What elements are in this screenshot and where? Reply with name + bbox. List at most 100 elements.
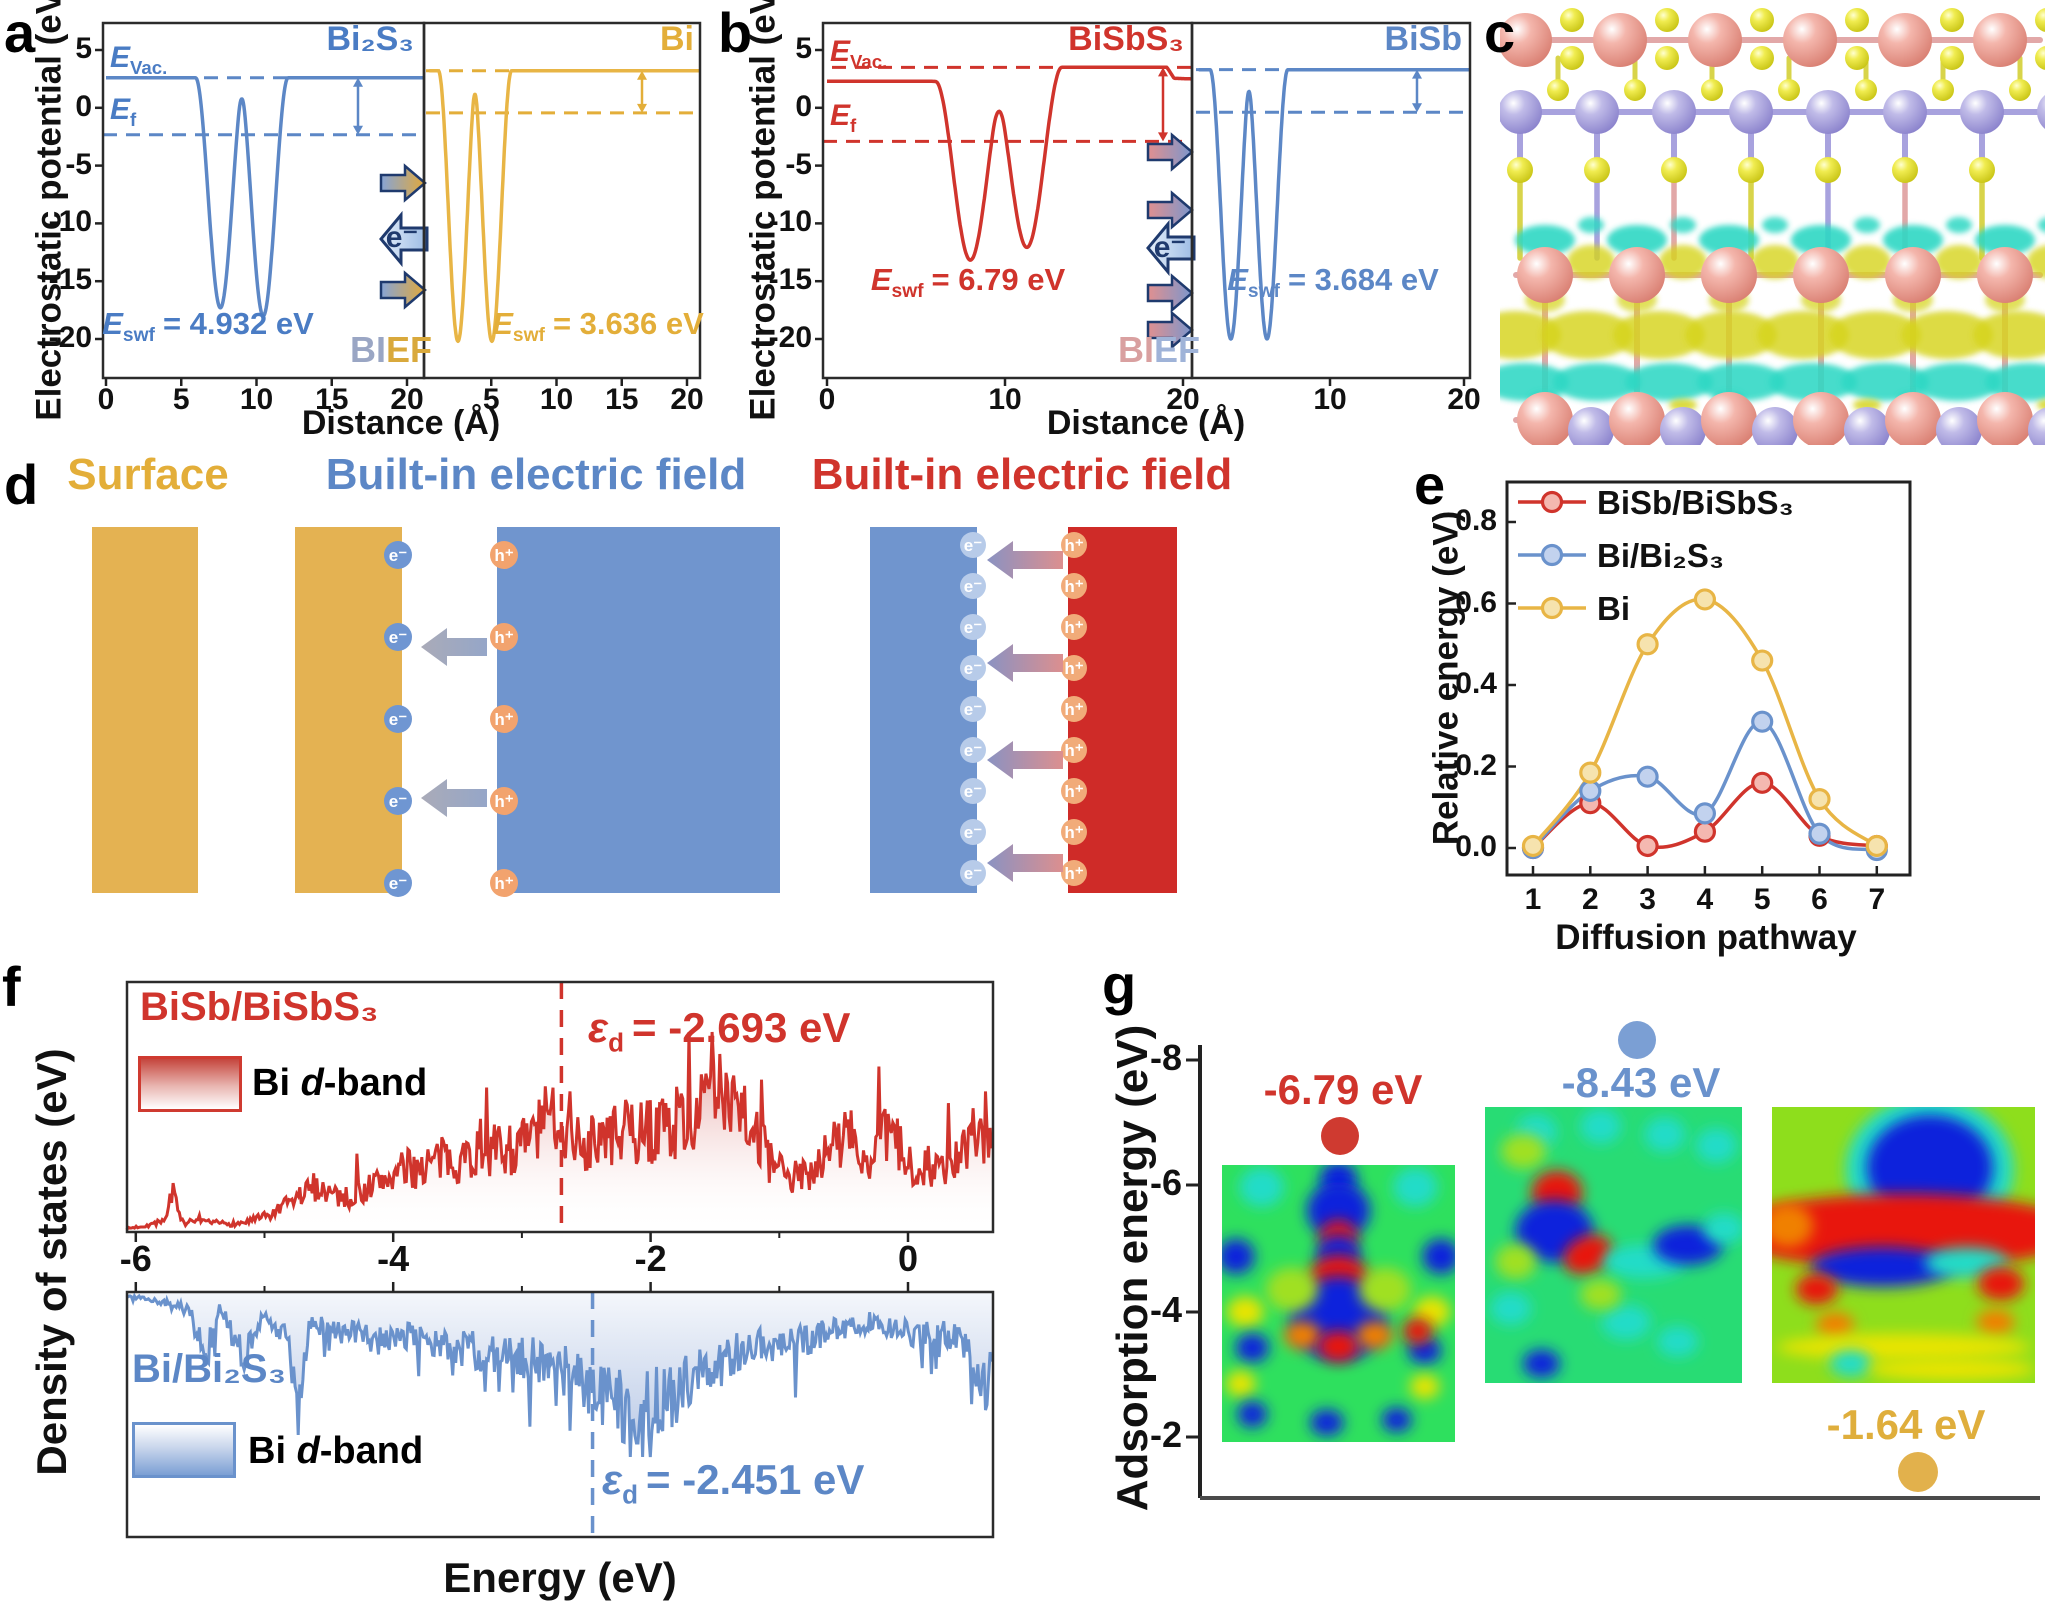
tick-label: -10	[48, 205, 92, 239]
d-surface-slab	[92, 527, 198, 893]
b-electron-label: e⁻	[1153, 231, 1187, 264]
svg-text:e⁻: e⁻	[389, 546, 407, 565]
a-electron-label: e⁻	[385, 221, 419, 254]
tick-label: 20	[670, 383, 704, 416]
panel-b-label: b	[718, 1, 753, 64]
b-eswf-left: Eswf = 6.79 eV	[870, 262, 1066, 303]
panel-g-maps	[1186, 1021, 2040, 1500]
e-x-axis-title: Diffusion pathway	[1555, 918, 1857, 957]
g-blue-site-dot	[1618, 1021, 1656, 1059]
svg-text:h⁺: h⁺	[494, 546, 513, 565]
g-gold-site-dot	[1898, 1452, 1938, 1492]
panel-c-structure	[1500, 8, 2045, 445]
e-legend-label-3: Bi	[1597, 590, 1630, 627]
f-top-band-swatch	[138, 1056, 242, 1112]
svg-text:h⁺: h⁺	[494, 792, 513, 811]
svg-text:e⁻: e⁻	[389, 710, 407, 729]
a-ef-label: Ef	[110, 93, 137, 130]
tick-label: -5	[65, 147, 92, 181]
b-eswf-right: Eswf = 3.684 eV	[1227, 262, 1439, 303]
a-x-axis-title: Distance (Å)	[301, 404, 501, 442]
svg-text:h⁺: h⁺	[1064, 659, 1083, 678]
f-bottom-band-swatch	[132, 1422, 236, 1478]
tick-label: 0.8	[1455, 504, 1497, 537]
tick-label: 3	[1639, 883, 1656, 916]
tick-label: 6	[1811, 883, 1828, 916]
b-right-series-name: BiSb	[1384, 20, 1462, 58]
svg-text:e⁻: e⁻	[964, 618, 982, 637]
svg-text:h⁺: h⁺	[1064, 864, 1083, 883]
tick-label: -2	[1149, 1414, 1182, 1455]
svg-text:h⁺: h⁺	[494, 874, 513, 893]
svg-text:e⁻: e⁻	[389, 628, 407, 647]
tick-label: 5	[172, 383, 190, 416]
tick-label: 5	[75, 32, 92, 65]
e-legend-label-2: Bi/Bi₂S₃	[1597, 537, 1725, 574]
panel-f-dos	[125, 980, 995, 1539]
tick-label: 5	[795, 32, 812, 65]
svg-text:e⁻: e⁻	[389, 792, 407, 811]
svg-text:h⁺: h⁺	[1064, 618, 1083, 637]
svg-text:e⁻: e⁻	[964, 700, 982, 719]
tick-label: 10	[988, 383, 1022, 416]
a-eswf-right: Eswf = 3.636 eV	[492, 306, 704, 347]
svg-text:h⁺: h⁺	[1064, 700, 1083, 719]
f-bottom-ed-label: εd = -2.451 eV	[602, 1456, 865, 1510]
a-right-series-name: Bi	[660, 20, 694, 58]
svg-text:h⁺: h⁺	[1064, 823, 1083, 842]
tick-label: 4	[1696, 883, 1714, 916]
panel-g-label: g	[1102, 953, 1137, 1016]
tick-label: 10	[1313, 383, 1347, 416]
panel-a-label: a	[4, 1, 36, 64]
f-y-axis-title: Density of states (eV)	[27, 1048, 75, 1476]
tick-label: -20	[48, 321, 92, 354]
tick-label: -5	[785, 147, 812, 181]
d-bief-blue-header: Built-in electric field	[325, 450, 747, 499]
tick-label: 5	[482, 383, 500, 416]
g-map1-energy-label: -6.79 eV	[1263, 1066, 1423, 1113]
tick-label: -20	[768, 321, 812, 354]
tick-label: 2	[1581, 883, 1599, 916]
svg-text:h⁺: h⁺	[1064, 741, 1083, 760]
charge-density-map	[1222, 1165, 1455, 1442]
tick-label: -6	[1149, 1162, 1182, 1203]
svg-text:e⁻: e⁻	[964, 741, 982, 760]
b-ef-label: Ef	[830, 99, 857, 136]
tick-label: 7	[1868, 883, 1886, 916]
charge-density-map	[1772, 1107, 2035, 1383]
tick-label: 15	[605, 383, 639, 416]
tick-label: 20	[1166, 383, 1200, 416]
tick-label: 0.6	[1455, 585, 1497, 619]
d-blue-slab	[497, 527, 780, 893]
tick-label: 10	[239, 383, 274, 416]
panel-e-plot	[1505, 480, 1912, 877]
svg-text:e⁻: e⁻	[964, 782, 982, 801]
svg-text:e⁻: e⁻	[964, 577, 982, 596]
d-surface-header: Surface	[67, 450, 229, 499]
svg-text:h⁺: h⁺	[494, 710, 513, 729]
a-eswf-left: Eswf = 4.932 eV	[102, 306, 314, 347]
tick-label: -10	[768, 205, 812, 239]
tick-label: 0.2	[1455, 748, 1497, 782]
g-map3-energy-label: -1.64 eV	[1826, 1401, 1986, 1448]
tick-label: 5	[1753, 883, 1771, 916]
charge-density-map	[1485, 1107, 1742, 1383]
tick-label: -15	[768, 263, 812, 297]
tick-label: 20	[1447, 383, 1481, 416]
f-top-name: BiSb/BiSbS₃	[140, 985, 379, 1029]
tick-label: 0	[818, 383, 836, 416]
tick-label: -4	[377, 1238, 410, 1279]
b-evac-label: EVac.	[830, 35, 888, 72]
b-bief-label: BIEF	[1117, 329, 1201, 370]
tick-label: 0.4	[1455, 667, 1497, 700]
svg-text:e⁻: e⁻	[964, 864, 982, 883]
svg-text:e⁻: e⁻	[389, 874, 407, 893]
tick-label: 10	[539, 383, 574, 416]
svg-text:h⁺: h⁺	[494, 628, 513, 647]
tick-label: 20	[390, 383, 424, 416]
svg-text:e⁻: e⁻	[964, 823, 982, 842]
tick-label: 15	[315, 383, 349, 416]
d-gold-slab	[295, 527, 402, 893]
tick-label: 0	[75, 89, 92, 123]
a-evac-label: EVac.	[110, 41, 168, 78]
